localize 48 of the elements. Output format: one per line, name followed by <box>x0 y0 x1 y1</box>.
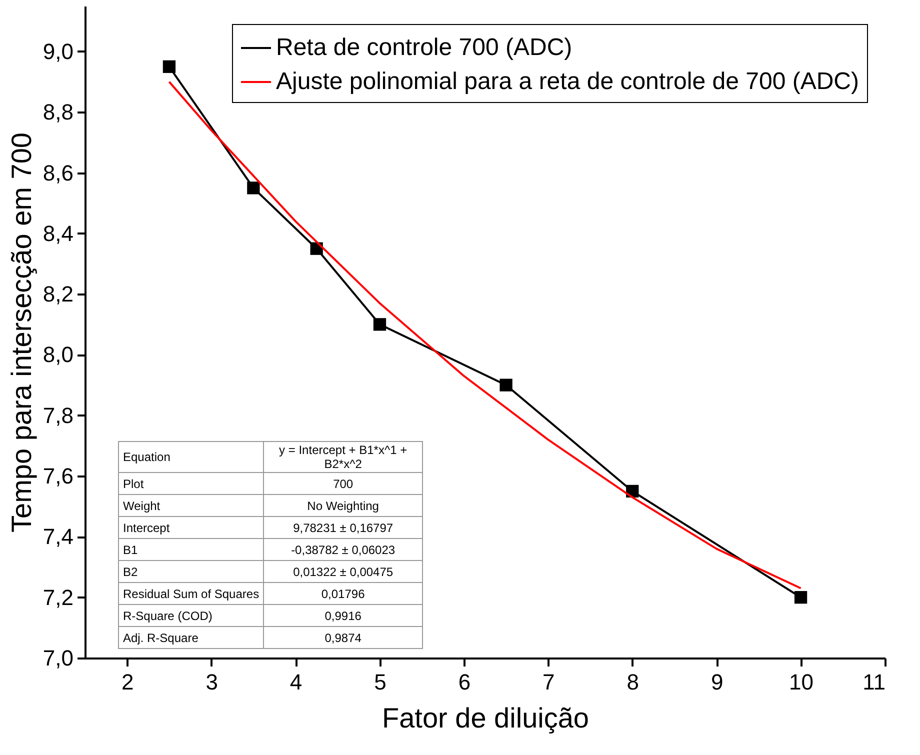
annotation: 0,9874 <box>264 626 423 648</box>
annotation: Residual Sum of Squares <box>118 582 264 604</box>
y-tick-label: 8,4 <box>42 220 74 246</box>
x-tick-label: 9 <box>710 670 724 694</box>
y-tick-label: 7,8 <box>42 402 74 428</box>
y-axis-title: Tempo para intersecção em 700 <box>6 132 37 532</box>
annotation: B2 <box>118 560 264 582</box>
legend-label: Reta de controle 700 (ADC) <box>276 34 572 61</box>
legend-label: Ajuste polinomial para a reta de controle de 700 (ADC) <box>276 68 859 95</box>
y-tick-label: 7,2 <box>42 584 74 610</box>
annotation: Adj. R-Square <box>118 626 264 648</box>
annotation: No Weighting <box>264 494 423 516</box>
y-tick-label: 7,0 <box>42 646 74 670</box>
point <box>373 318 386 331</box>
annotation: B1 <box>118 538 264 560</box>
x-axis-title: Fator de diluição <box>382 702 590 734</box>
x-tick-label: 2 <box>121 670 134 694</box>
annotation: y = Intercept + B1*x^1 + B2*x^2 <box>264 442 423 472</box>
point <box>162 60 176 73</box>
y-tick-label: 8,8 <box>42 100 74 125</box>
annotation: Intercept <box>118 516 264 538</box>
y-tick-label: 7,6 <box>42 464 74 489</box>
x-tick-label: 11 <box>862 670 886 694</box>
y-tick-label: 7,4 <box>42 524 74 550</box>
annotation: Weight <box>118 494 264 516</box>
x-tick-label: 4 <box>290 670 302 694</box>
annotation: 9,78231 ± 0,16797 <box>264 516 423 538</box>
annotation: 0,01796 <box>264 582 423 604</box>
annotation: Equation <box>118 442 264 472</box>
point <box>247 182 260 194</box>
y-tick-label: 8,0 <box>42 342 74 368</box>
x-tick-label: 3 <box>206 670 218 694</box>
y-tick-label: 8,6 <box>42 160 74 186</box>
x-tick-label: 7 <box>542 670 555 694</box>
point <box>794 591 808 604</box>
annotation: -0,38782 ± 0,06023 <box>264 538 423 560</box>
y-tick-label: 8,2 <box>42 282 74 307</box>
x-tick-label: 8 <box>626 670 639 694</box>
annotation: R-Square (COD) <box>118 604 264 626</box>
y-tick-label: 9,0 <box>42 38 74 64</box>
annotation: 0,9916 <box>264 604 423 626</box>
point <box>500 378 512 392</box>
x-tick-label: 10 <box>789 670 814 694</box>
annotation: Plot <box>118 472 264 494</box>
annotation: 700 <box>264 472 423 494</box>
x-tick-label: 6 <box>458 670 471 694</box>
x-tick-label: 5 <box>374 670 386 694</box>
annotation: 0,01322 ± 0,00475 <box>264 560 423 582</box>
